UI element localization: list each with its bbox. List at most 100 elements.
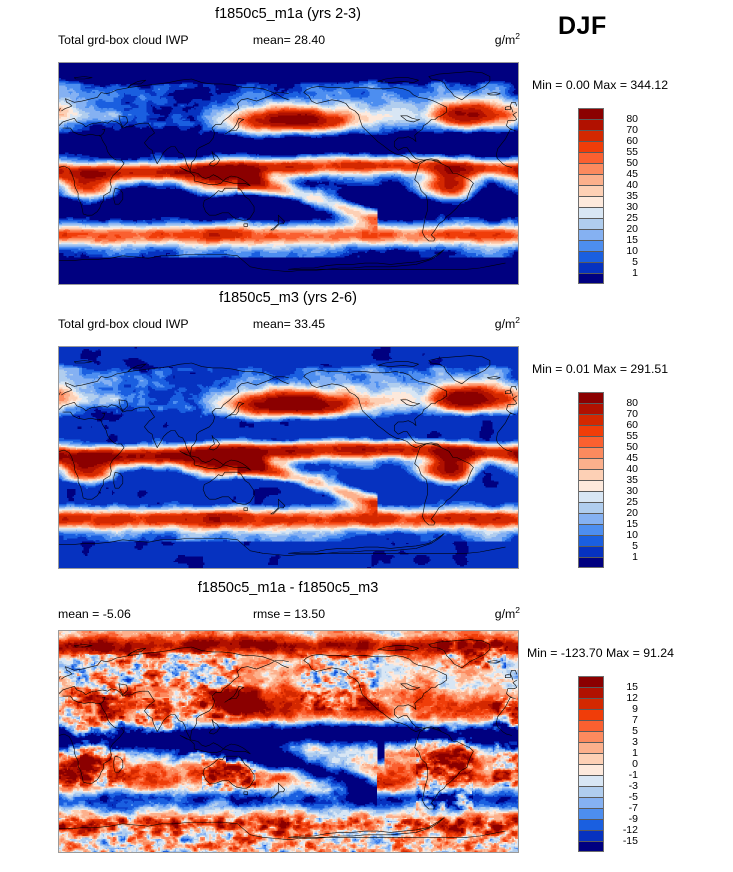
colorbar-segment <box>579 754 603 765</box>
panel-diff-header: mean = -5.06 rmse = 13.50 g/m2 <box>58 607 520 623</box>
colorbar-tick-label: 10 <box>608 246 638 256</box>
colorbar-segment <box>579 809 603 820</box>
colorbar-segment <box>579 743 603 754</box>
colorbar-tick-label: 20 <box>608 224 638 234</box>
colorbar-segment <box>579 197 603 208</box>
colorbar-tick-label: 15 <box>608 682 638 692</box>
colorbar-segment <box>579 241 603 252</box>
colorbar-segment <box>579 186 603 197</box>
colorbar-segment <box>579 153 603 164</box>
colorbar-segment <box>579 426 603 437</box>
colorbar-tick-label: -3 <box>608 781 638 791</box>
panel-top-minmax: Min = 0.00 Max = 344.12 <box>532 78 668 92</box>
colorbar-segment <box>579 776 603 787</box>
panel-top-map <box>58 62 519 285</box>
colorbar-tick-label: 55 <box>608 431 638 441</box>
colorbar-segment <box>579 677 603 688</box>
panel-diff: f1850c5_m1a - f1850c5_m3 mean = -5.06 rm… <box>0 568 733 872</box>
panel-diff-rmse-label: rmse = 13.50 <box>58 607 520 621</box>
colorbar-segment <box>579 688 603 699</box>
colorbar-segment <box>579 404 603 415</box>
colorbar-tick-label: 40 <box>608 180 638 190</box>
colorbar-tick-label: 70 <box>608 125 638 135</box>
colorbar-tick-label: 35 <box>608 191 638 201</box>
colorbar-tick-label: -7 <box>608 803 638 813</box>
colorbar-tick-label: 20 <box>608 508 638 518</box>
colorbar-segment <box>579 470 603 481</box>
colorbar-segment <box>579 831 603 842</box>
map-raster <box>59 347 518 568</box>
colorbar-segment <box>579 558 603 568</box>
colorbar-segment <box>579 109 603 120</box>
colorbar-tick-label: 1 <box>608 268 638 278</box>
colorbar-segment <box>579 765 603 776</box>
colorbar-tick-label: 40 <box>608 464 638 474</box>
colorbar-segment <box>579 142 603 153</box>
colorbar-segment <box>579 842 603 852</box>
colorbar-tick-label: 70 <box>608 409 638 419</box>
panel-diff-colorbar: 15 12 9 7 5 3 1 0 -1 -3 -5 -7 -9 -12 -15 <box>578 676 648 852</box>
colorbar-segment <box>579 481 603 492</box>
colorbar-tick-label: -15 <box>608 836 638 846</box>
colorbar-segment <box>579 175 603 186</box>
colorbar-segment <box>579 459 603 470</box>
colorbar-tick-label: 45 <box>608 169 638 179</box>
colorbar-segment <box>579 787 603 798</box>
colorbar-segment <box>579 732 603 743</box>
colorbar-segment <box>579 120 603 131</box>
colorbar-segment <box>579 208 603 219</box>
panel-top-title: f1850c5_m1a (yrs 2-3) <box>58 6 518 22</box>
panel-middle-colorbar-strip <box>578 392 604 568</box>
colorbar-tick-label: 5 <box>608 257 638 267</box>
panel-top-colorbar-ticks: 80 70 60 55 50 45 40 35 30 25 20 15 10 5 1 <box>608 108 642 284</box>
colorbar-segment <box>579 274 603 284</box>
colorbar-segment <box>579 503 603 514</box>
panel-middle-colorbar: 80 70 60 55 50 45 40 35 30 25 20 15 10 5 1 <box>578 392 648 568</box>
colorbar-tick-label: 25 <box>608 497 638 507</box>
panel-diff-colorbar-ticks: 15 12 9 7 5 3 1 0 -1 -3 -5 -7 -9 -12 -15 <box>608 676 642 852</box>
colorbar-tick-label: 45 <box>608 453 638 463</box>
colorbar-tick-label: -5 <box>608 792 638 802</box>
colorbar-tick-label: 80 <box>608 114 638 124</box>
colorbar-tick-label: 7 <box>608 715 638 725</box>
map-raster <box>59 631 518 852</box>
colorbar-segment <box>579 721 603 732</box>
panel-middle-minmax: Min = 0.01 Max = 291.51 <box>532 362 668 376</box>
panel-top-header: Total grd-box cloud IWP mean= 28.40 g/m2 <box>58 33 520 49</box>
colorbar-tick-label: 5 <box>608 541 638 551</box>
colorbar-segment <box>579 448 603 459</box>
colorbar-tick-label: -12 <box>608 825 638 835</box>
panel-top-colorbar-strip <box>578 108 604 284</box>
colorbar-tick-label: 35 <box>608 475 638 485</box>
panel-diff-minmax: Min = -123.70 Max = 91.24 <box>527 646 674 660</box>
colorbar-segment <box>579 263 603 274</box>
colorbar-tick-label: 50 <box>608 442 638 452</box>
colorbar-segment <box>579 252 603 263</box>
colorbar-tick-label: 15 <box>608 519 638 529</box>
colorbar-tick-label: 12 <box>608 693 638 703</box>
colorbar-tick-label: 60 <box>608 136 638 146</box>
panel-diff-colorbar-strip <box>578 676 604 852</box>
panel-diff-map <box>58 630 519 853</box>
panel-diff-units-label: g/m2 <box>495 607 520 621</box>
panel-middle-units-label: g/m2 <box>495 317 520 331</box>
colorbar-segment <box>579 536 603 547</box>
panel-middle-title: f1850c5_m3 (yrs 2-6) <box>58 290 518 306</box>
colorbar-tick-label: 3 <box>608 737 638 747</box>
colorbar-segment <box>579 219 603 230</box>
panel-middle-header: Total grd-box cloud IWP mean= 33.45 g/m2 <box>58 317 520 333</box>
panel-diff-title: f1850c5_m1a - f1850c5_m3 <box>58 580 518 596</box>
colorbar-segment <box>579 164 603 175</box>
colorbar-tick-label: -1 <box>608 770 638 780</box>
colorbar-tick-label: 1 <box>608 552 638 562</box>
colorbar-tick-label: 5 <box>608 726 638 736</box>
colorbar-tick-label: -9 <box>608 814 638 824</box>
colorbar-tick-label: 30 <box>608 202 638 212</box>
colorbar-segment <box>579 131 603 142</box>
colorbar-tick-label: 1 <box>608 748 638 758</box>
colorbar-segment <box>579 547 603 558</box>
colorbar-tick-label: 55 <box>608 147 638 157</box>
colorbar-segment <box>579 415 603 426</box>
colorbar-segment <box>579 393 603 404</box>
